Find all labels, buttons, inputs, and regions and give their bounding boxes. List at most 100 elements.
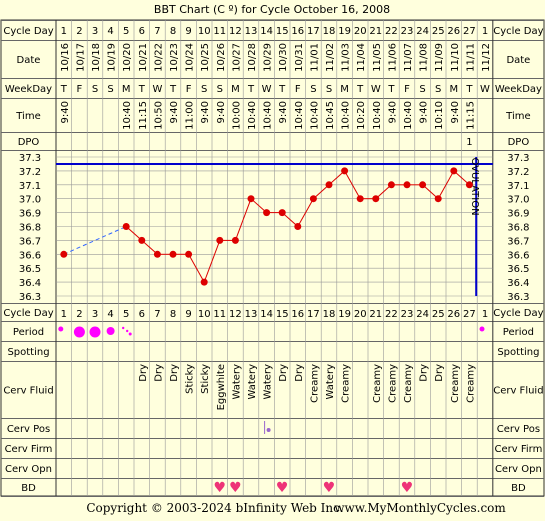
- cycle-day-cell-2: 15: [276, 309, 289, 320]
- cerv-fluid-cell: Creamy: [341, 364, 352, 403]
- cycle-day-cell-2: 16: [291, 309, 304, 320]
- period-label-left: Period: [13, 327, 44, 338]
- date-cell: 10/24: [185, 43, 196, 72]
- spotting-label-right: Spotting: [497, 347, 539, 358]
- bd-heart-icon: ♥: [214, 480, 227, 496]
- cycle-day-cell: 12: [229, 26, 242, 37]
- cycle-day-cell-2: 1: [61, 309, 67, 320]
- cycle-day-label-left: Cycle Day: [3, 26, 53, 37]
- cycle-day-cell-2: 13: [245, 309, 258, 320]
- cerv-pos-dot: [266, 428, 271, 432]
- cycle-day-cell-2: 24: [416, 309, 429, 320]
- cycle-day-cell: 27: [463, 26, 476, 37]
- cycle-day-cell: 11: [213, 26, 226, 37]
- time-cell: 9:40: [169, 101, 180, 123]
- weekday-cell: M: [340, 84, 349, 95]
- cerv-firm-label-left: Cerv Firm: [5, 444, 53, 455]
- cycle-day-cell-2: 2: [76, 309, 82, 320]
- cycle-day-cell-2: 17: [307, 309, 320, 320]
- cerv-fluid-cell: Dry: [434, 364, 445, 382]
- weekday-cell: F: [295, 84, 301, 95]
- cycle-day-cell: 16: [291, 26, 304, 37]
- y-tick-left: 36.8: [19, 223, 41, 234]
- date-cell: 11/10: [450, 43, 461, 72]
- weekday-cell: M: [231, 84, 240, 95]
- cerv-fluid-cell: Creamy: [372, 364, 383, 403]
- cerv-fluid-cell: Dry: [294, 364, 305, 382]
- weekday-cell: S: [310, 84, 316, 95]
- spotting-label-left: Spotting: [7, 347, 49, 358]
- date-cell: 10/22: [153, 43, 164, 72]
- time-cell: 9:40: [450, 101, 461, 123]
- date-cell: 10/31: [294, 43, 305, 72]
- time-cell: 10:20: [356, 101, 367, 130]
- date-cell: 10/29: [263, 43, 274, 72]
- cerv-fluid-cell: Sticky: [200, 364, 211, 394]
- cerv-opn-label-left: Cerv Opn: [5, 464, 52, 475]
- weekday-cell: W: [480, 84, 490, 95]
- date-cell: 10/27: [231, 43, 242, 72]
- cycle-day-cell: 15: [276, 26, 289, 37]
- bd-heart-icon: ♥: [276, 480, 289, 496]
- cycle-day-cell-2: 5: [123, 309, 129, 320]
- weekday-cell: W: [371, 84, 381, 95]
- time-cell: 9:40: [60, 101, 71, 123]
- temp-point: [294, 223, 302, 230]
- temp-segment: [344, 170, 361, 199]
- temp-segment: [297, 198, 314, 227]
- date-cell: 11/12: [481, 43, 492, 72]
- weekday-cell: S: [92, 84, 98, 95]
- time-cell: 10:45: [325, 101, 336, 130]
- weekday-cell: F: [77, 84, 83, 95]
- y-tick-right: 37.3: [507, 153, 529, 164]
- temp-point: [403, 181, 411, 189]
- y-tick-left: 36.5: [19, 264, 41, 275]
- date-cell: 10/16: [60, 43, 71, 72]
- chart-title: BBT Chart (C º) for Cycle October 16, 20…: [154, 3, 390, 16]
- weekday-cell: S: [217, 84, 223, 95]
- time-cell: 11:15: [465, 101, 476, 130]
- dpo-cell: 1: [466, 137, 472, 148]
- cerv-fluid-cell: Watery: [263, 364, 274, 400]
- date-cell: 11/04: [356, 43, 367, 72]
- cycle-day-cell-2: 9: [185, 309, 191, 320]
- date-cell: 11/11: [465, 43, 476, 72]
- cycle-day-cell-2: 3: [92, 309, 98, 320]
- cycle-day-cell-2: 27: [463, 309, 476, 320]
- time-cell: 10:40: [122, 101, 133, 130]
- cycle-day-cell: 21: [369, 26, 382, 37]
- temp-point: [60, 250, 68, 258]
- time-cell: 10:40: [247, 101, 258, 130]
- weekday-cell: S: [326, 84, 332, 95]
- temp-gap-segment: [63, 226, 127, 255]
- period-spot: [122, 326, 125, 330]
- date-cell: 10/18: [91, 43, 102, 72]
- period-dot-small: [58, 326, 64, 332]
- time-cell: 10:40: [263, 101, 274, 130]
- cerv-fluid-cell: Dry: [278, 364, 289, 382]
- bd-label-left: BD: [21, 483, 36, 494]
- temp-point: [263, 209, 271, 217]
- temp-point: [169, 250, 177, 258]
- date-cell: 10/19: [107, 43, 118, 72]
- y-tick-right: 37.0: [507, 195, 529, 206]
- y-tick-left: 36.7: [19, 236, 41, 247]
- date-label-left: Date: [17, 55, 41, 66]
- weekday-cell: T: [60, 84, 68, 95]
- bd-heart-icon: ♥: [229, 480, 242, 496]
- y-tick-left: 37.1: [19, 181, 41, 192]
- cycle-day-cell: 5: [123, 26, 129, 37]
- footer-url[interactable]: www.MyMonthlyCycles.com: [334, 501, 506, 515]
- date-cell: 11/02: [325, 43, 336, 72]
- temp-point: [309, 195, 317, 203]
- y-tick-right: 36.7: [507, 236, 529, 247]
- time-cell: 10:10: [434, 101, 445, 130]
- time-cell: 10:40: [341, 101, 352, 130]
- date-cell: 11/06: [387, 43, 398, 72]
- cerv-fluid-cell: Creamy: [403, 364, 414, 403]
- cerv-fluid-cell: Sticky: [185, 364, 196, 394]
- y-tick-left: 36.9: [19, 209, 41, 220]
- time-cell: 11:15: [138, 101, 149, 130]
- temp-point: [231, 236, 239, 244]
